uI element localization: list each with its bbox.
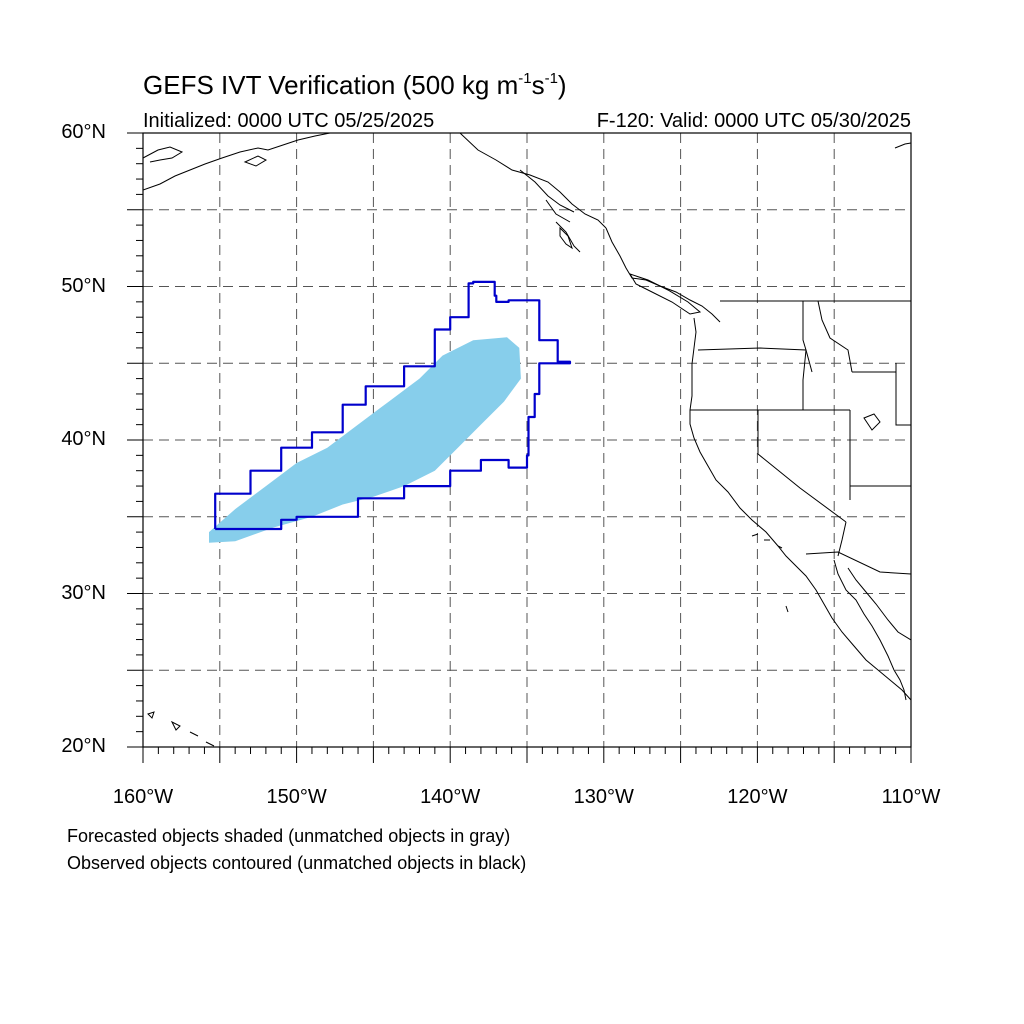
gulf-of-california-coast (847, 567, 911, 641)
hawaii-islands (147, 711, 215, 747)
coastlines-and-borders (143, 133, 911, 747)
gulf-coast-alaska (459, 133, 607, 229)
observed-ivt-contour (214, 280, 572, 531)
channel-islands (751, 533, 783, 549)
lat-label-40n: 40°N (61, 428, 106, 450)
lon-label-120w: 120°W (727, 786, 788, 808)
lon-label-150w: 150°W (266, 786, 327, 808)
idaho-western-border (802, 301, 807, 410)
baja-california-coastline (833, 559, 907, 701)
alaska-panhandle-islands (519, 169, 581, 253)
haida-gwaii (559, 226, 573, 250)
nunivak-coast (894, 142, 911, 149)
california-nevada-border (757, 410, 847, 523)
axis-tick-marks (127, 132, 912, 763)
forecast-ivt-object (209, 337, 521, 543)
arizona-california-border (837, 521, 847, 557)
lat-label-30n: 30°N (61, 581, 106, 604)
lat-label-20n: 20°N (61, 735, 106, 757)
observed-contour-note: Observed objects contoured (unmatched ob… (67, 853, 527, 873)
lon-label-110w: 110°W (881, 786, 941, 808)
us-mexico-border (805, 551, 911, 575)
lon-label-130w: 130°W (573, 786, 634, 808)
lat-label-50n: 50°N (61, 274, 106, 297)
map-title: GEFS IVT Verification (500 kg m-1s-1) (143, 70, 567, 100)
bc-coastline (605, 227, 721, 323)
lat-label-60n: 60°N (61, 121, 106, 143)
vancouver-island (628, 273, 702, 315)
lon-label-160w: 160°W (112, 786, 174, 808)
lon-label-140w: 140°W (420, 786, 481, 808)
great-salt-lake (863, 413, 881, 431)
alaska-peninsula-coastline (143, 146, 184, 163)
wyoming-border (895, 363, 911, 426)
us-west-coastline (689, 317, 911, 701)
guadalupe-island (785, 605, 789, 613)
alaska-coastline (143, 133, 331, 191)
forecast-valid-time-label: F-120: Valid: 0000 UTC 05/30/2025 (596, 110, 911, 132)
kodiak-island (243, 155, 268, 167)
initialized-time-label: Initialized: 0000 UTC 05/25/2025 (143, 110, 435, 132)
forecast-shading-note: Forecasted objects shaded (unmatched obj… (67, 826, 511, 846)
washington-oregon-border (697, 347, 813, 373)
lat-lon-gridlines (143, 133, 911, 747)
idaho-montana-border (817, 300, 853, 373)
